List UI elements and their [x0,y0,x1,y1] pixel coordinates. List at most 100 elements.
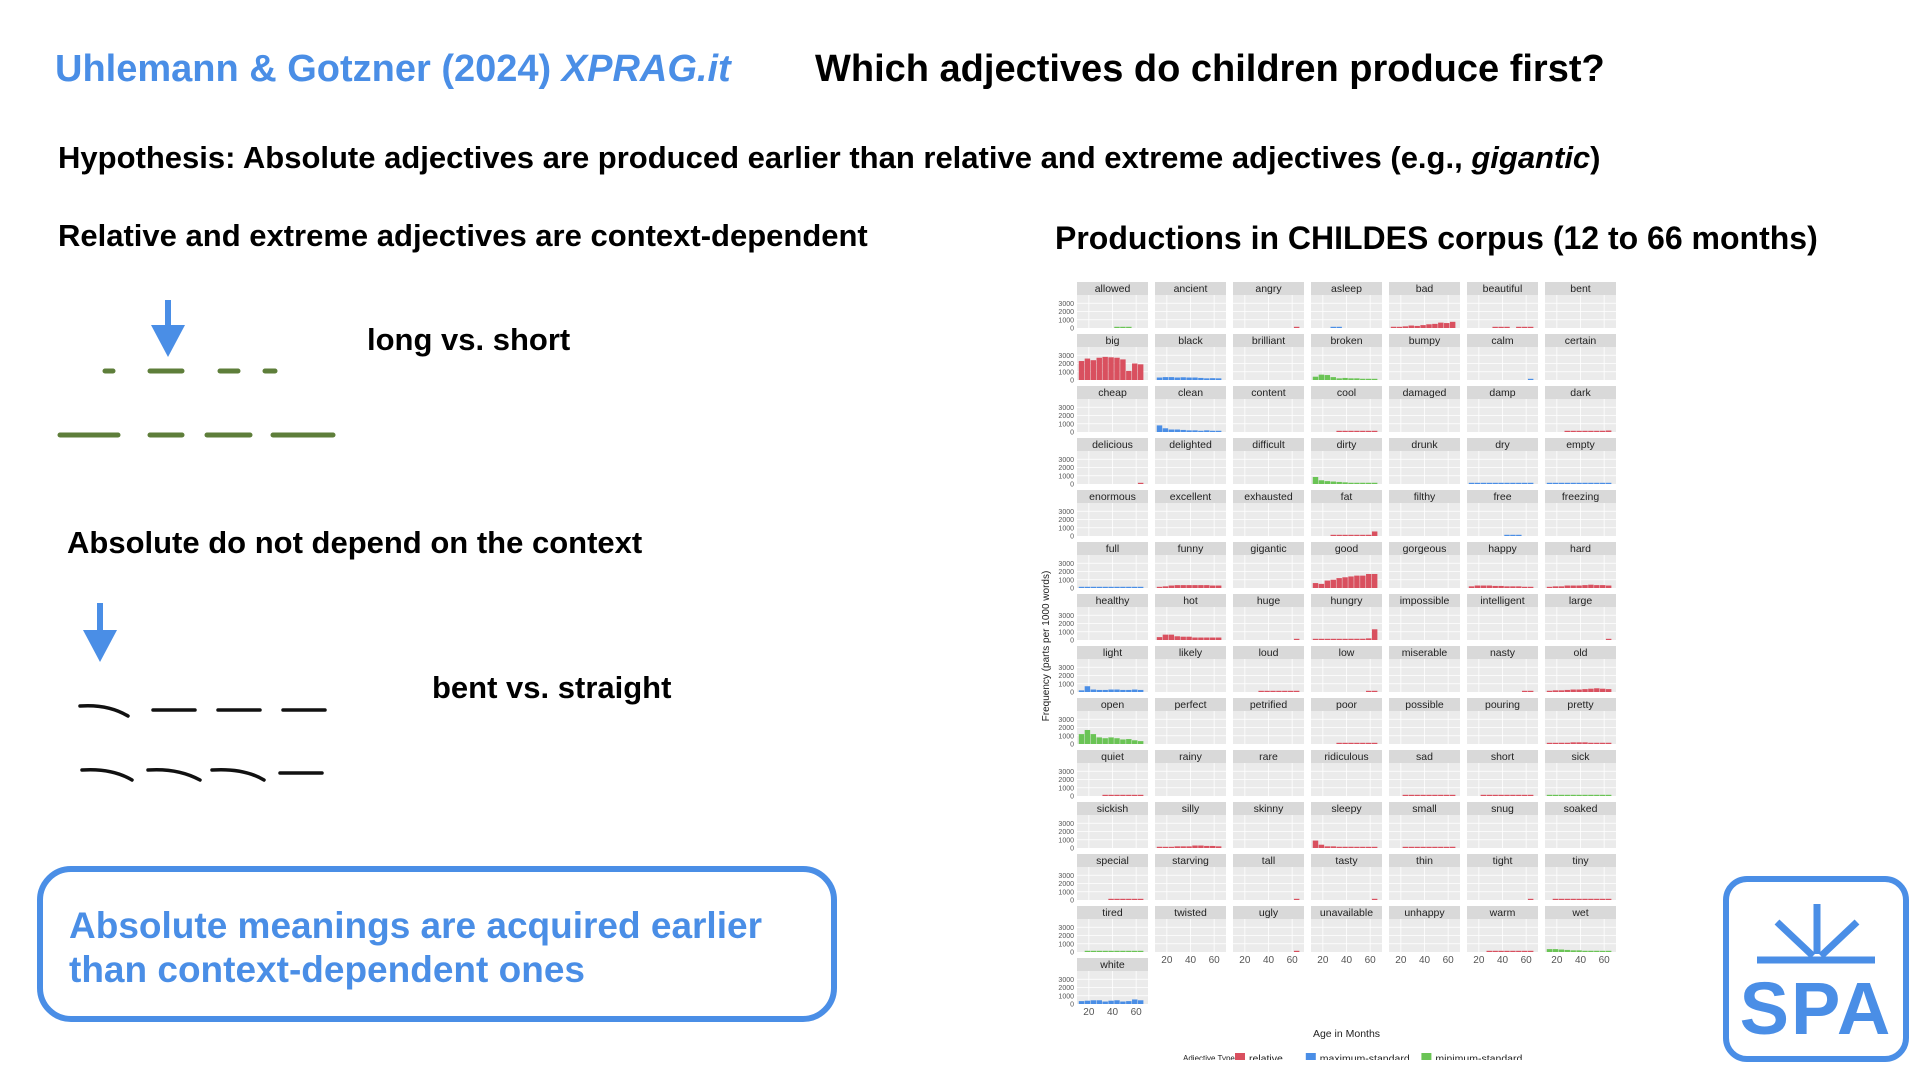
bar [1354,378,1360,380]
panel-miserable: miserable [1389,646,1460,692]
bar [1600,898,1606,900]
panel-label: asleep [1331,283,1362,295]
bar [1348,534,1354,536]
bar [1108,737,1114,744]
y-tick-label: 3000 [1058,613,1074,620]
bar [1588,688,1594,692]
panel-label: small [1412,803,1437,815]
panel-clean: clean [1155,386,1226,432]
panel-strip [1077,802,1148,815]
bar [1588,482,1594,484]
panel-label: silly [1182,803,1200,815]
bar [1449,321,1456,328]
panel-tasty: tasty [1311,854,1382,900]
bar [1564,585,1570,588]
bar [1582,898,1588,900]
bar [1168,634,1175,640]
panel-damaged: damaged [1389,386,1460,432]
bar [1336,430,1342,432]
bar [1114,794,1120,796]
bar [1600,482,1606,484]
bar [1498,326,1504,328]
y-tick-label: 2000 [1058,309,1074,316]
panel-strip [1311,646,1382,659]
y-tick-label: 1000 [1058,785,1074,792]
panel-strip [1155,594,1226,607]
panel-strip [1467,906,1538,919]
panel-strip [1545,854,1616,867]
panel-label: big [1105,335,1119,347]
bar [1198,845,1204,848]
bar [1468,482,1475,484]
panel-ancient: ancient [1155,282,1226,328]
x-tick-label: 60 [1131,1007,1143,1018]
panel-label: sickish [1097,803,1129,815]
bar [1504,586,1510,588]
bar [1318,844,1325,848]
y-tick-label: 1000 [1058,993,1074,1000]
bar [1162,846,1169,848]
bar [1276,690,1282,692]
panel-strip [1545,646,1616,659]
bar [1366,742,1372,744]
panel-perfect: perfect [1155,698,1226,744]
bar [1414,846,1420,848]
bar [1360,638,1366,640]
bar [1114,1000,1120,1004]
bar [1354,638,1360,640]
bar [1282,690,1288,692]
bar [1210,430,1216,432]
y-tick-label: 0 [1070,742,1074,749]
panel-strip [1467,594,1538,607]
panel-low: low [1311,646,1382,692]
panel-pretty: pretty [1545,698,1616,744]
panel-label: tasty [1335,855,1358,867]
y-tick-label: 2000 [1058,465,1074,472]
bar [1527,898,1534,900]
panel-impossible: impossible [1389,594,1460,640]
panel-label: tight [1493,855,1513,867]
bar [1564,742,1570,744]
bar [1414,794,1420,796]
conclusion-text: Absolute meanings are acquired earlier t… [69,904,829,992]
bar [1090,1000,1097,1004]
y-tick-label: 1000 [1058,941,1074,948]
bar [1366,638,1372,640]
x-tick-label: 20 [1161,955,1173,966]
y-tick-label: 3000 [1058,301,1074,308]
bar [1126,689,1132,692]
bar [1480,585,1487,588]
bar [1522,326,1528,328]
bar [1516,950,1522,952]
panel-strip [1155,542,1226,555]
bar [1132,950,1138,952]
panel-label: starving [1172,855,1209,867]
panel-label: dry [1495,439,1510,451]
x-tick-label: 60 [1209,955,1221,966]
bar [1114,950,1120,952]
bar [1605,585,1612,588]
panel-possible: possible [1389,698,1460,744]
bar [1480,482,1487,484]
panel-nasty: nasty [1467,646,1538,692]
y-tick-label: 3000 [1058,457,1074,464]
bar [1564,898,1570,900]
bar [1168,846,1175,848]
panel-twisted: twisted 20 40 60 [1155,906,1226,966]
y-tick-label: 3000 [1058,873,1074,880]
bar [1204,378,1210,380]
bar [1132,740,1138,744]
bar [1498,950,1504,952]
bar [1600,430,1606,432]
bar [1096,357,1102,380]
panel-label: thin [1416,855,1433,867]
panel-label: filthy [1414,491,1436,503]
panel-strip [1467,750,1538,763]
bar [1558,690,1565,692]
bar [1336,846,1342,848]
panel-strip [1233,542,1304,555]
